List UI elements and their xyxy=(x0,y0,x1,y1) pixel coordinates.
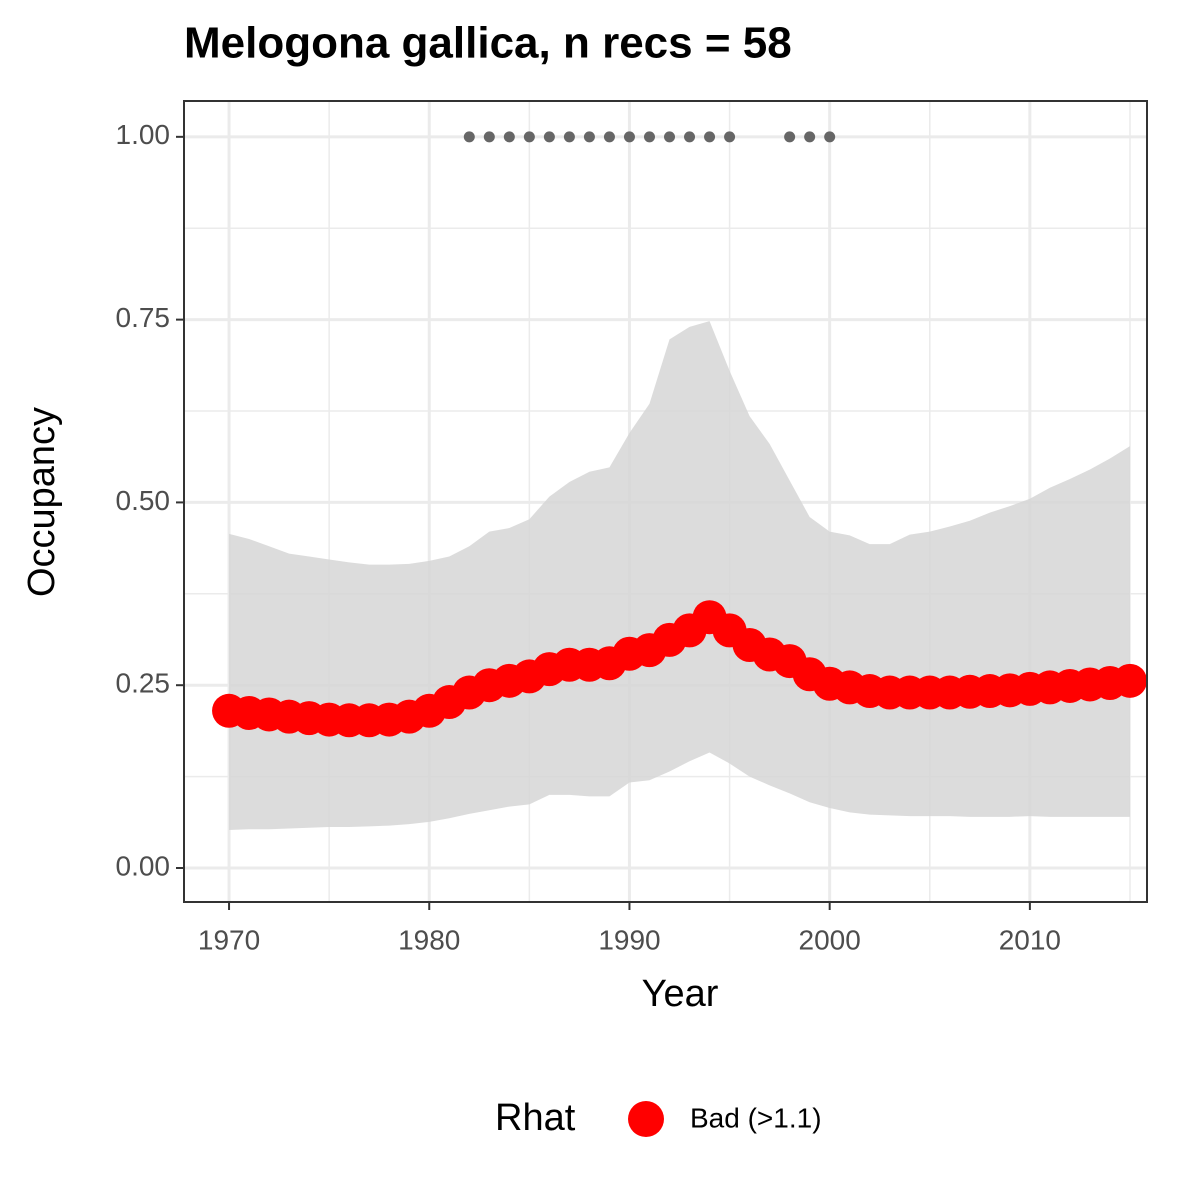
record-dot xyxy=(724,131,736,143)
x-tick-label: 1980 xyxy=(398,924,460,955)
record-dot xyxy=(704,131,716,143)
x-tick-label: 1990 xyxy=(598,924,660,955)
record-dot xyxy=(543,131,555,143)
record-dot xyxy=(784,131,796,143)
y-tick-label: 0.50 xyxy=(116,485,171,516)
x-tick-label: 2000 xyxy=(799,924,861,955)
record-dot xyxy=(824,131,836,143)
record-dot xyxy=(643,131,655,143)
y-tick-label: 1.00 xyxy=(116,119,171,150)
chart-title: Melogona gallica, n recs = 58 xyxy=(184,19,792,68)
record-dot xyxy=(804,131,816,143)
record-dot xyxy=(483,131,495,143)
y-tick-label: 0.00 xyxy=(116,850,171,881)
point xyxy=(1112,663,1147,698)
y-axis-label: Occupancy xyxy=(21,407,63,597)
record-dot xyxy=(583,131,595,143)
credible-band xyxy=(229,321,1130,830)
record-dot xyxy=(563,131,575,143)
record-dot xyxy=(463,131,475,143)
legend-title: Rhat xyxy=(495,1097,576,1139)
x-axis-label: Year xyxy=(642,973,719,1015)
x-tick-label: 1970 xyxy=(198,924,260,955)
record-dot xyxy=(603,131,615,143)
legend-key xyxy=(628,1101,664,1137)
legend-label: Bad (>1.1) xyxy=(690,1102,822,1133)
record-dot xyxy=(523,131,535,143)
record-dot xyxy=(664,131,676,143)
record-dot xyxy=(623,131,635,143)
x-tick-label: 2010 xyxy=(999,924,1061,955)
y-tick-label: 0.25 xyxy=(116,668,171,699)
record-dot xyxy=(684,131,696,143)
y-tick-label: 0.75 xyxy=(116,302,171,333)
record-dot xyxy=(503,131,515,143)
panel-border xyxy=(183,100,1148,903)
